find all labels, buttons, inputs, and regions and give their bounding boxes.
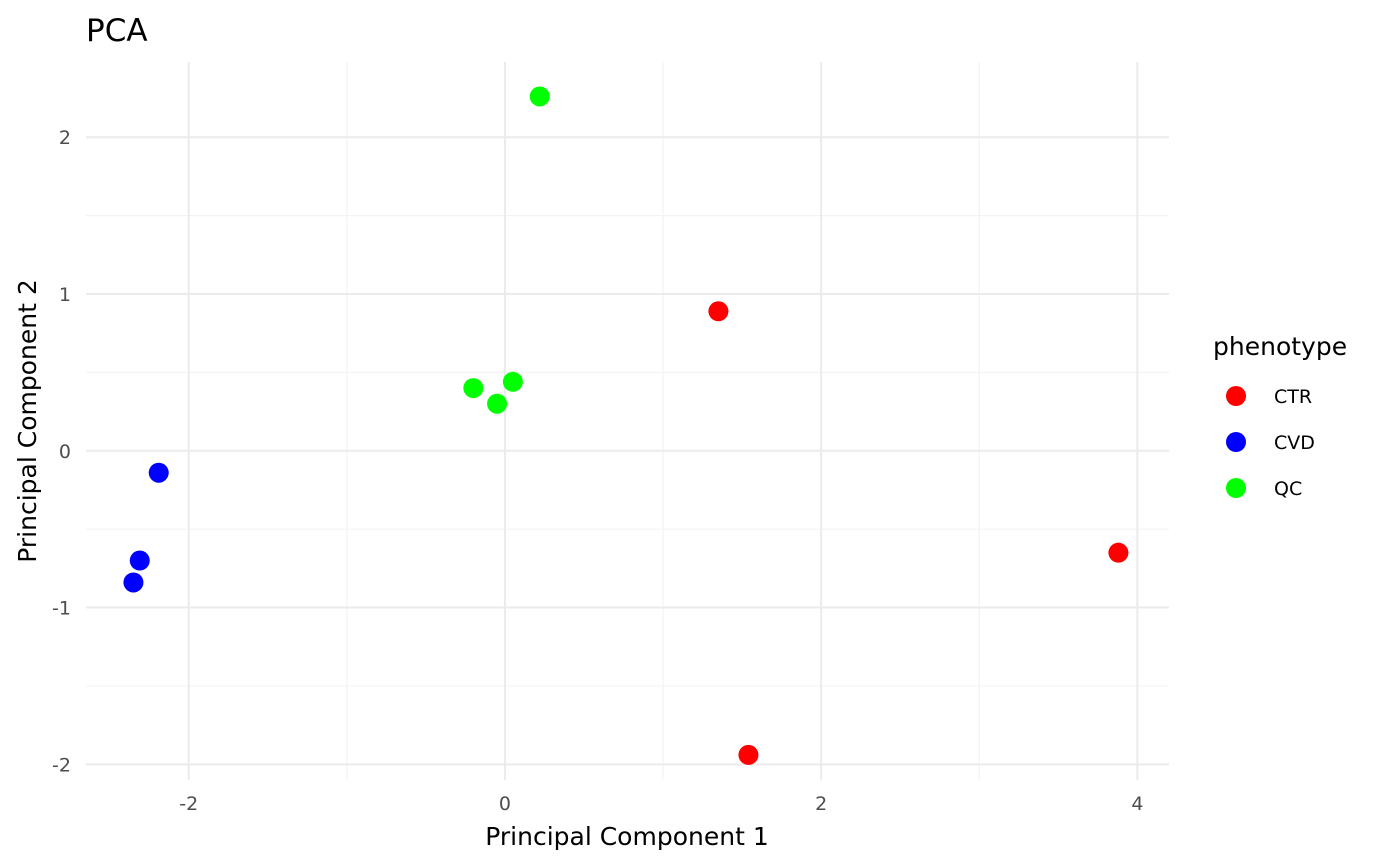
y-tick-label: -1: [52, 598, 71, 620]
y-tick-label: 2: [59, 127, 71, 149]
major-gridlines: [86, 62, 1169, 780]
x-tick-label: 2: [815, 793, 827, 815]
point-cvd: [123, 572, 144, 593]
point-ctr: [738, 744, 759, 765]
point-ctr: [1108, 542, 1129, 563]
point-cvd: [148, 462, 169, 483]
legend-label-cvd: CVD: [1274, 432, 1315, 454]
legend-key-cvd: [1226, 432, 1246, 452]
y-tick-labels: -2 -1 0 1 2: [52, 127, 71, 776]
point-ctr: [708, 301, 729, 322]
legend-key-qc: [1226, 478, 1246, 498]
legend-key-ctr: [1226, 386, 1246, 406]
legend-label-qc: QC: [1274, 478, 1302, 500]
data-points: [123, 86, 1129, 765]
x-tick-label: 4: [1131, 793, 1143, 815]
y-tick-label: -2: [52, 754, 71, 776]
point-qc: [463, 378, 484, 399]
chart-title: PCA: [86, 13, 148, 49]
point-qc: [487, 393, 508, 414]
point-cvd: [129, 550, 150, 571]
point-qc: [502, 371, 523, 392]
x-tick-label: -2: [179, 793, 198, 815]
x-axis-title: Principal Component 1: [485, 822, 768, 851]
minor-gridlines: [86, 62, 1169, 780]
y-tick-label: 1: [59, 284, 71, 306]
x-tick-label: 0: [499, 793, 511, 815]
legend: phenotype CTR CVD QC: [1213, 332, 1347, 500]
point-qc: [529, 86, 550, 107]
legend-title: phenotype: [1213, 332, 1347, 361]
x-tick-labels: -2 0 2 4: [179, 793, 1143, 815]
y-axis-title: Principal Component 2: [13, 279, 42, 562]
y-tick-label: 0: [59, 441, 71, 463]
legend-label-ctr: CTR: [1274, 386, 1312, 408]
